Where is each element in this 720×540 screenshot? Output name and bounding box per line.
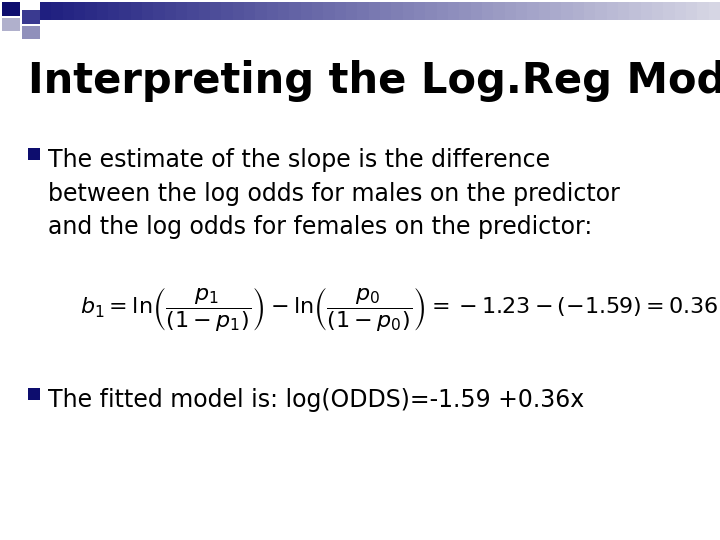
Bar [28, 388, 40, 400]
Bar [663, 2, 675, 20]
Bar [233, 2, 244, 20]
Bar [459, 2, 471, 20]
Bar [120, 2, 130, 20]
Bar [289, 2, 301, 20]
Text: The fitted model is: log(ODDS)=-1.59 +0.36x: The fitted model is: log(ODDS)=-1.59 +0.… [48, 388, 584, 412]
Bar [482, 2, 493, 20]
Bar [40, 2, 51, 20]
Bar [301, 2, 312, 20]
Text: $b_1 = \ln\!\left(\dfrac{p_1}{(1-p_1)}\right) - \ln\!\left(\dfrac{p_0}{(1-p_0)}\: $b_1 = \ln\!\left(\dfrac{p_1}{(1-p_1)}\r… [80, 285, 719, 333]
Bar [74, 2, 86, 20]
Bar [562, 2, 572, 20]
Bar [2, 2, 20, 16]
Bar [550, 2, 562, 20]
Bar [199, 2, 210, 20]
Bar [607, 2, 618, 20]
Bar [629, 2, 641, 20]
Bar [516, 2, 527, 20]
Bar [380, 2, 392, 20]
Bar [312, 2, 323, 20]
Bar [652, 2, 663, 20]
Bar [153, 2, 165, 20]
Bar [505, 2, 516, 20]
Bar [675, 2, 686, 20]
Bar [176, 2, 187, 20]
Bar [402, 2, 414, 20]
Bar [51, 2, 63, 20]
Bar [686, 2, 698, 20]
Bar [187, 2, 199, 20]
Bar [539, 2, 550, 20]
Bar [414, 2, 426, 20]
Bar [448, 2, 459, 20]
Bar [108, 2, 120, 20]
Bar [572, 2, 584, 20]
Bar [165, 2, 176, 20]
Bar [641, 2, 652, 20]
Bar [96, 2, 108, 20]
Bar [335, 2, 346, 20]
Bar [256, 2, 266, 20]
Bar [618, 2, 629, 20]
Bar [130, 2, 142, 20]
Bar [392, 2, 402, 20]
Bar [346, 2, 357, 20]
Bar [595, 2, 607, 20]
Bar [63, 2, 74, 20]
Bar [426, 2, 436, 20]
Bar [436, 2, 448, 20]
Bar [527, 2, 539, 20]
Bar [369, 2, 380, 20]
Bar [493, 2, 505, 20]
Bar [86, 2, 96, 20]
Bar [142, 2, 153, 20]
Bar [2, 18, 20, 31]
Bar [698, 2, 708, 20]
Bar [584, 2, 595, 20]
Bar [266, 2, 278, 20]
Text: The estimate of the slope is the difference
between the log odds for males on th: The estimate of the slope is the differe… [48, 148, 620, 239]
Bar [708, 2, 720, 20]
Bar [210, 2, 221, 20]
Bar [28, 148, 40, 160]
Bar [221, 2, 233, 20]
Bar [323, 2, 335, 20]
Bar [278, 2, 289, 20]
Bar [22, 10, 40, 24]
Text: Interpreting the Log.Reg Model: Interpreting the Log.Reg Model [28, 60, 720, 102]
Bar [357, 2, 369, 20]
Bar [244, 2, 256, 20]
Bar [22, 26, 40, 39]
Bar [471, 2, 482, 20]
